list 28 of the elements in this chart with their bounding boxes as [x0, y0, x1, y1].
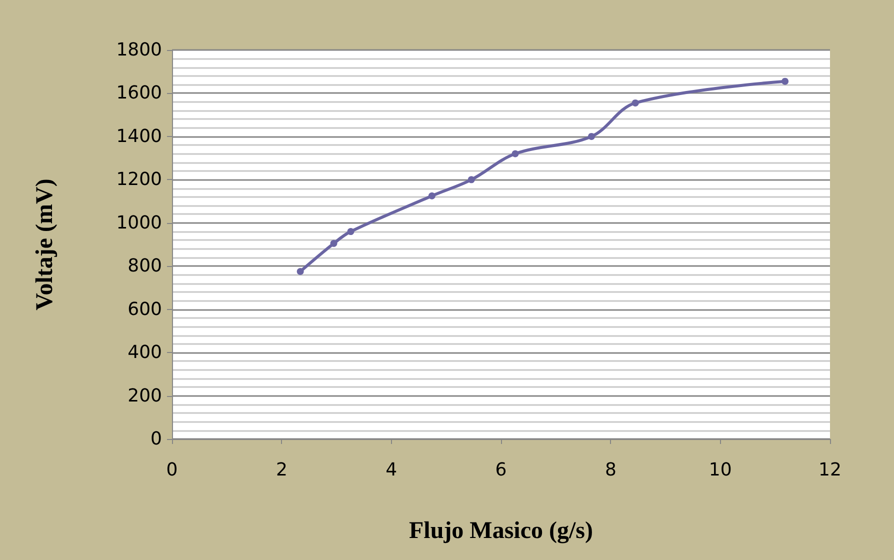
point	[428, 192, 436, 200]
point	[330, 240, 338, 247]
point	[468, 176, 475, 184]
x-tick-label: 0	[166, 460, 178, 480]
y-tick-label: 0	[150, 428, 162, 450]
y-tick-label: 600	[128, 298, 162, 320]
x-tick-label: 10	[708, 460, 732, 480]
point	[296, 268, 304, 276]
x-tick-label: 4	[386, 460, 398, 480]
y-tick-label: 1000	[116, 212, 162, 234]
y-tick-label: 800	[128, 256, 162, 277]
point	[588, 132, 595, 140]
x-tick-label: 12	[818, 460, 842, 480]
y-tick-label: 1400	[116, 126, 162, 147]
y-tick-label: 1200	[116, 169, 162, 190]
y-tick-label: 1600	[116, 82, 162, 104]
x-axis-title: Flujo Masico (g/s)	[409, 518, 593, 544]
point	[632, 99, 639, 106]
point	[512, 150, 519, 158]
y-tick-label: 200	[128, 385, 162, 406]
y-axis-title: Voltaje (mV)	[32, 178, 58, 310]
x-tick-label: 6	[495, 460, 507, 480]
x-tick-label: 2	[276, 460, 288, 480]
point	[782, 78, 789, 85]
y-tick-label: 1800	[116, 40, 162, 60]
x-tick-label: 8	[604, 460, 616, 480]
point	[347, 228, 354, 236]
y-tick-label: 400	[128, 342, 162, 364]
